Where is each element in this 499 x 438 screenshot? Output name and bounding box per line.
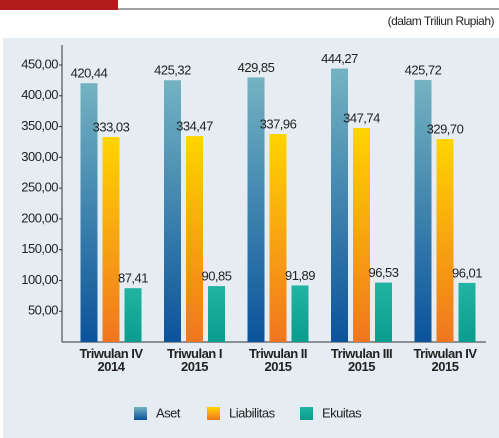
value-label: 425,32 <box>154 63 191 78</box>
value-label: 90,85 <box>201 269 231 284</box>
value-label: 329,70 <box>427 121 464 136</box>
bar <box>269 133 287 342</box>
bar <box>353 127 370 342</box>
value-label: 87,41 <box>118 271 148 286</box>
legend-swatch <box>300 407 313 420</box>
legend-swatch <box>207 407 220 420</box>
x-tick-label: Triwulan II 2015 <box>248 346 308 374</box>
bar <box>331 68 348 342</box>
y-tick-label: 450,00 <box>21 56 58 71</box>
legend-label: Aset <box>156 405 181 420</box>
bar <box>164 80 181 343</box>
y-tick-label: 200,00 <box>21 210 58 225</box>
x-tick-label: Triwulan III 2015 <box>330 346 393 374</box>
header-accent <box>0 0 118 10</box>
y-tick-label: 150,00 <box>21 241 58 256</box>
x-tick-label: Triwulan IV 2015 <box>413 346 477 374</box>
y-tick-label: 400,00 <box>21 87 58 102</box>
value-label: 429,85 <box>238 60 275 75</box>
legend-label: Liabilitas <box>229 405 276 420</box>
bar <box>247 77 265 342</box>
x-tick-label: Triwulan I 2015 <box>167 346 222 374</box>
value-label: 420,44 <box>71 66 108 81</box>
legend-swatch <box>134 407 147 420</box>
y-tick-label: 350,00 <box>21 118 58 133</box>
legend-label: Ekuitas <box>322 405 362 420</box>
value-label: 444,27 <box>321 51 358 66</box>
bar <box>186 136 203 342</box>
bar <box>80 83 98 342</box>
y-tick-label: 250,00 <box>21 180 58 195</box>
value-label: 96,53 <box>368 265 398 280</box>
value-label: 333,03 <box>93 119 130 134</box>
value-label: 347,74 <box>343 110 380 125</box>
value-label: 91,89 <box>285 268 315 283</box>
bar <box>291 285 309 342</box>
bar <box>375 282 392 342</box>
y-tick-label: 100,00 <box>21 272 58 287</box>
value-label: 425,72 <box>405 62 442 77</box>
bar <box>102 137 120 342</box>
value-label: 96,01 <box>452 265 482 280</box>
value-label: 337,96 <box>260 116 297 131</box>
subtitle: (dalam Triliun Rupiah) <box>388 14 495 28</box>
x-tick-label: Triwulan IV 2014 <box>79 346 143 374</box>
bar <box>124 288 142 342</box>
y-tick-label: 50,00 <box>28 303 58 318</box>
bar <box>208 286 225 342</box>
y-tick-label: 300,00 <box>21 149 58 164</box>
bar <box>436 139 454 342</box>
value-label: 334,47 <box>176 119 213 134</box>
bar <box>414 79 432 343</box>
bar <box>458 282 476 342</box>
